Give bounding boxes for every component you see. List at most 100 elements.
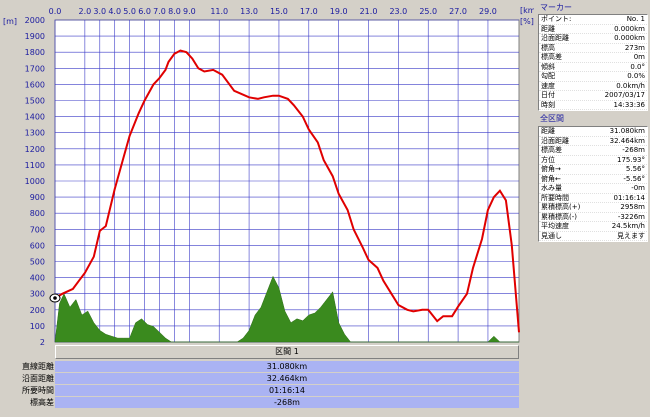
info-label: 勾配 [541,72,555,80]
y-tick-label: 1400 [25,113,45,122]
info-value: 0.0% [627,72,645,80]
info-row: 距離 0.000km [539,24,647,34]
info-value: -268m [622,146,645,154]
info-row: 累積標高(+) 2958m [539,203,647,213]
info-label: 標高差 [541,146,562,154]
y-tick-label: 100 [30,322,45,331]
info-value: 0.000km [614,24,645,33]
x-tick-label: 21.0 [360,7,378,16]
info-label: 俯角→ [541,165,561,173]
summary-row: 沿面距離 32.464km [0,373,534,384]
x-unit: [km] [520,6,534,15]
info-label: 標高差 [541,53,562,61]
info-value: 0.0° [630,62,645,71]
elevation-chart-svg: 2 100 200 300 400 500 600 700 800 900 1000 1100 1200… [3,6,534,345]
total-panel-title: 全区間 [540,114,564,123]
info-label: 日付 [541,91,555,99]
summary-label: 標高差 [30,398,54,407]
section-label: 区間 1 [275,347,299,356]
info-label: 時刻 [541,100,555,109]
marker-panel-title: マーカー [540,3,572,12]
info-label: 沿面距離 [541,34,569,42]
y-tick-label: 2000 [25,16,45,25]
info-row: 勾配 0.0% [539,72,647,82]
y-tick-label: 600 [30,241,45,250]
x-tick-label: 13.0 [240,7,258,16]
start-marker-icon[interactable] [49,293,61,303]
y-tick-label: 500 [30,258,45,267]
info-value: 2007/03/17 [604,91,645,99]
summary-row: 標高差 -268m [0,397,534,408]
summary-row: 直線距離 31.080km [0,361,534,372]
info-value: 31.080km [609,127,645,135]
info-value: 見えます [617,231,645,240]
info-row: 見通し 見えます [539,231,647,241]
info-label: 速度 [541,81,555,90]
info-row: 沿面距離 32.464km [539,137,647,146]
info-row: 累積標高(-) -3226m [539,212,647,222]
info-label: 見通し [541,231,562,240]
info-row: 平均速度 24.5km/h [539,222,647,232]
info-label: 距離 [541,24,555,33]
summary-value: 01:16:14 [55,385,519,396]
info-value: 14:33:36 [613,100,645,109]
info-value: 175.93° [617,155,645,164]
y-tick-label: 1700 [25,64,45,73]
x-tick-label: 5.0 [123,7,136,16]
x-tick-label: 15.0 [270,7,288,16]
y-tick-label: 800 [30,209,45,218]
info-value: 2958m [620,203,645,211]
info-label: 所要時間 [541,193,569,202]
marker-panel: ポイント: No. 1 距離 0.000km 沿面距離 0.000km 標高 273m 標高差 0… [538,14,648,111]
info-value: 24.5km/h [611,222,645,230]
info-row: 日付 2007/03/17 [539,91,647,101]
info-row: 水み量 -0m [539,184,647,194]
info-value: -0m [631,184,645,192]
summary-row: 所要時間 01:16:14 [0,385,534,396]
x-tick-label: 4.0 [108,7,121,16]
info-row: 俯角→ 5.56° [539,165,647,175]
y-tick-label: 900 [30,193,45,202]
y-tick-label: 2 [40,338,45,345]
info-row: 標高 273m [539,43,647,53]
info-row: 標高差 -268m [539,146,647,156]
x-tick-label: 27.0 [449,7,467,16]
y-tick-label: 1500 [25,97,45,106]
y-tick-label: 1600 [25,80,45,89]
summary-value: 31.080km [55,361,519,372]
x-tick-label: 17.0 [300,7,318,16]
y-unit-left: [m] [3,17,17,26]
y-tick-label: 1200 [25,145,45,154]
total-panel: 距離 31.080km 沿面距離 32.464km 標高差 -268m 方位 175.93° 俯… [538,126,648,242]
x-tick-label: 25.0 [419,7,437,16]
info-value: -5.56° [623,174,645,183]
summary-value: -268m [55,397,519,408]
info-label: 累積標高(-) [541,212,577,221]
y-tick-label: 1800 [25,48,45,57]
y-tick-label: 1900 [25,32,45,41]
x-tick-label: 19.0 [330,7,348,16]
summary-label: 所要時間 [22,386,54,395]
y-tick-label: 1100 [25,161,45,170]
summary-value: 32.464km [55,373,519,384]
info-value: 0m [633,53,645,61]
summary-label: 直線距離 [22,362,54,371]
y-tick-label: 700 [30,225,45,234]
info-value: 0.000km [614,34,645,42]
info-row: 沿面距離 0.000km [539,34,647,44]
info-label: 標高 [541,43,555,52]
info-label: 俯角← [541,174,561,183]
section-label-bar[interactable]: 区間 1 [55,345,519,359]
info-sidebar: マーカー ポイント: No. 1 距離 0.000km 沿面距離 0.000km 標高 273… [538,0,650,417]
slope-area [54,275,519,343]
elevation-chart[interactable]: 2 100 200 300 400 500 600 700 800 900 1000 1100 1200… [0,0,534,345]
x-tick-label: 11.0 [210,7,228,16]
info-value: 0.0km/h [616,81,645,90]
info-row: 標高差 0m [539,53,647,63]
x-tick-label: 8.0 [168,7,181,16]
elevation-line [54,49,520,333]
summary-label: 沿面距離 [22,374,54,383]
y-tick-label: 400 [30,274,45,283]
y-tick-label: 300 [30,290,45,299]
info-row: 傾斜 0.0° [539,62,647,72]
